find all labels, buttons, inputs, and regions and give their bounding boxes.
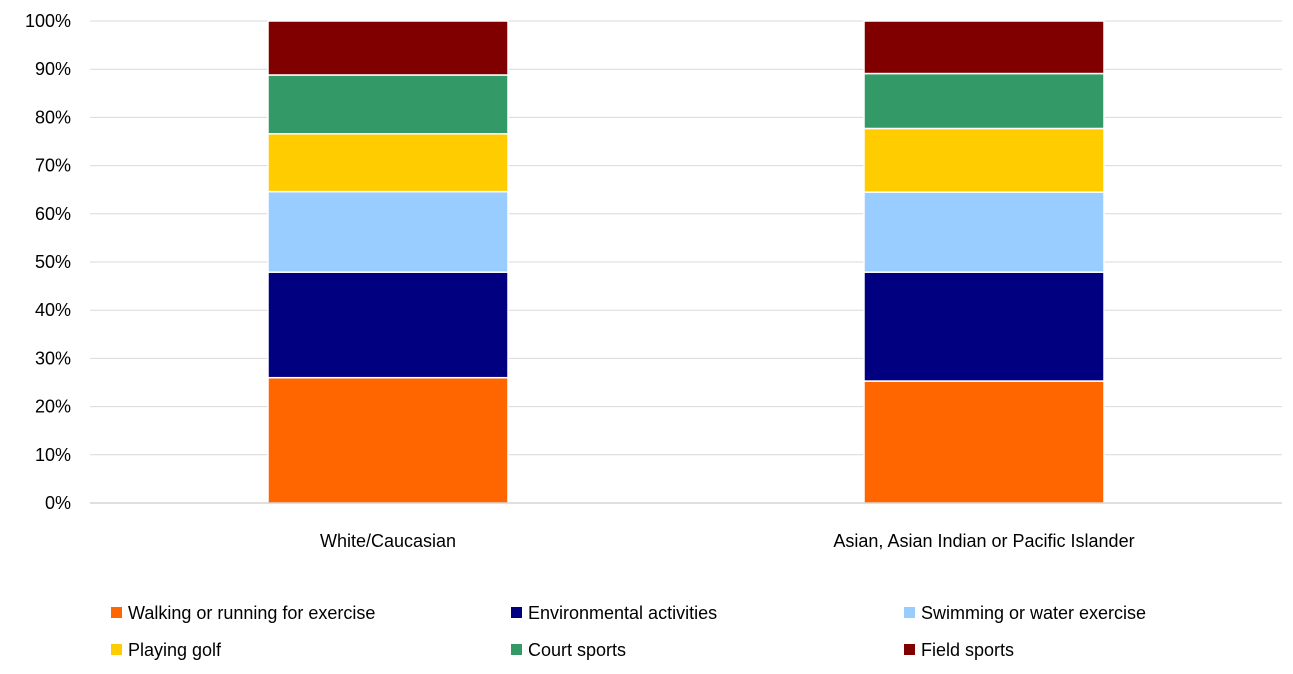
y-tick-label: 70% [35,156,71,176]
bar-segment [267,271,509,379]
y-tick-label: 30% [35,348,71,368]
bar-segment [267,74,509,135]
y-tick-label: 100% [25,11,71,31]
bar-segment [267,190,509,273]
legend-label: Field sports [921,640,1014,660]
legend-label: Walking or running for exercise [128,603,375,623]
legend: Walking or running for exercise Environme… [111,603,1146,660]
bar-segment [863,20,1105,75]
legend-label: Swimming or water exercise [921,603,1146,623]
bar-segment [863,380,1105,504]
bar-segment [267,133,509,193]
y-axis-tick-labels: 0% 10% 20% 30% 40% 50% 60% 70% 80% 90% 100% [25,11,71,513]
legend-label: Court sports [528,640,626,660]
y-tick-label: 40% [35,300,71,320]
legend-label: Environmental activities [528,603,717,623]
y-tick-label: 60% [35,204,71,224]
x-axis-category-labels: White/Caucasian Asian, Asian Indian or Pa… [320,531,1135,551]
legend-swatch [511,607,522,618]
x-category-label: White/Caucasian [320,531,456,551]
legend-swatch [511,644,522,655]
bar-segment [863,127,1105,193]
y-tick-label: 90% [35,59,71,79]
y-tick-label: 50% [35,252,71,272]
legend-swatch [111,644,122,655]
legend-swatch [904,644,915,655]
bars [267,20,1105,504]
y-tick-label: 20% [35,397,71,417]
y-tick-label: 10% [35,445,71,465]
legend-label: Playing golf [128,640,222,660]
x-category-label: Asian, Asian Indian or Pacific Islander [833,531,1134,551]
legend-swatch [904,607,915,618]
bar-segment [863,271,1105,382]
bar-segment [863,72,1105,130]
bar-segment [267,20,509,76]
bar-segment [267,376,509,504]
bar-segment [863,191,1105,273]
y-tick-label: 0% [45,493,71,513]
y-tick-label: 80% [35,107,71,127]
legend-swatch [111,607,122,618]
